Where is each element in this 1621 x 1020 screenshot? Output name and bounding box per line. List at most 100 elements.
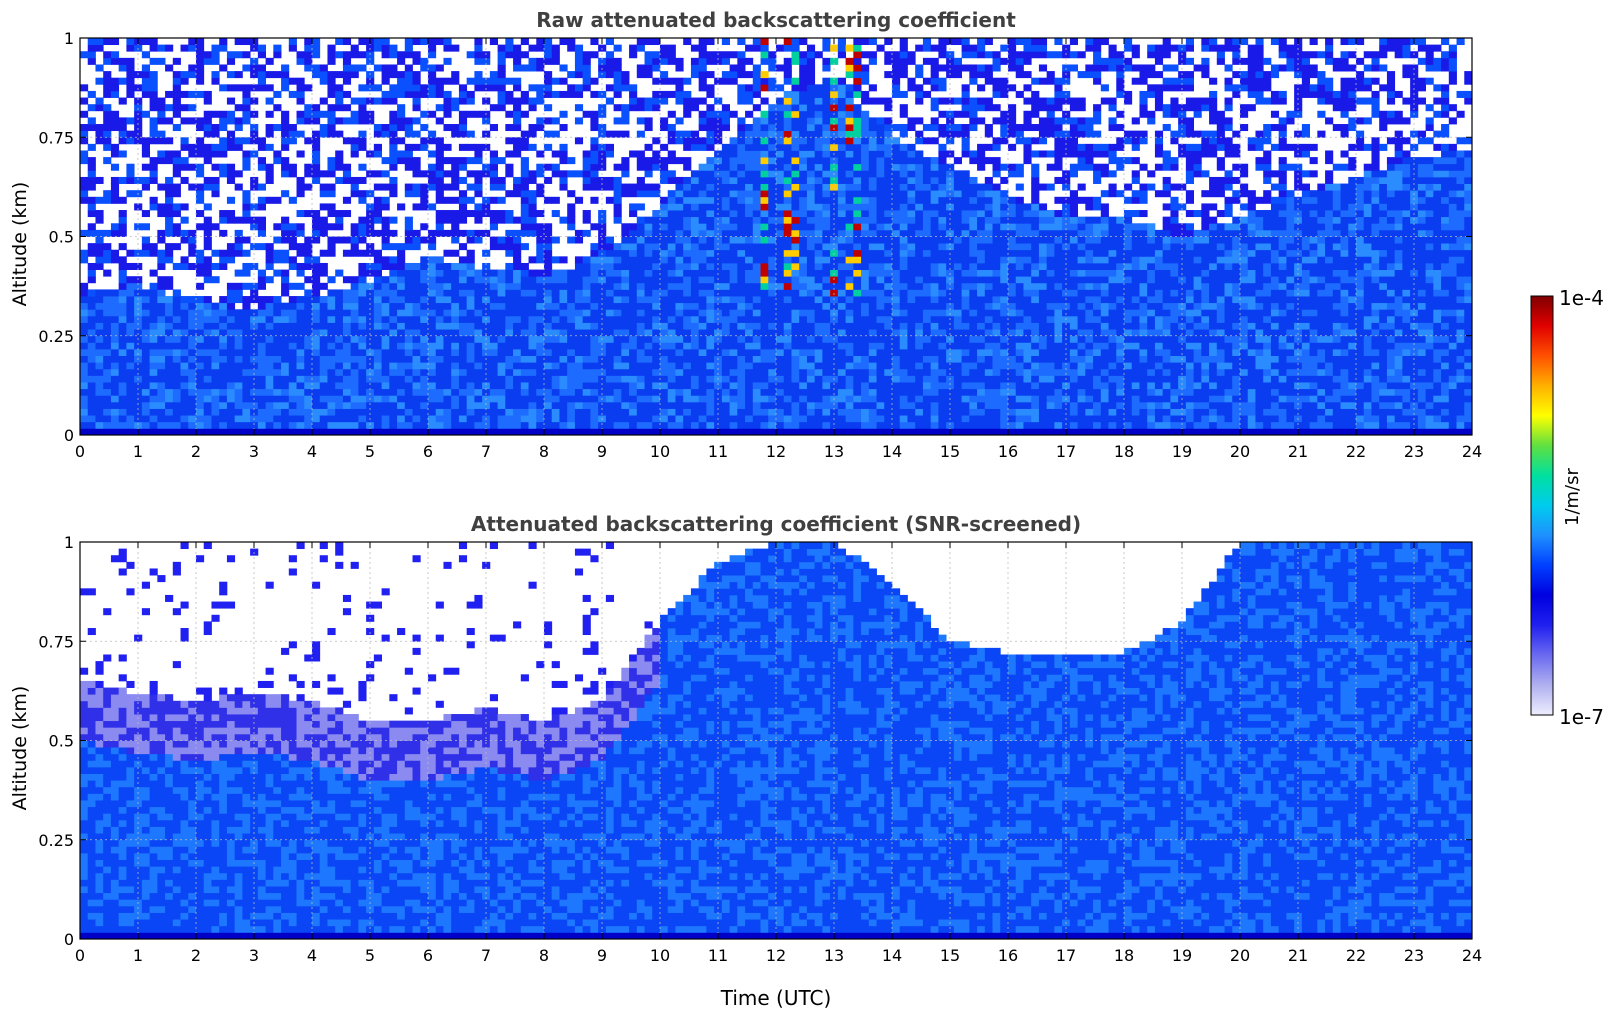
heatmap-cell: [791, 296, 800, 304]
heatmap-cell: [598, 223, 607, 231]
heatmap-cell: [683, 249, 692, 257]
heatmap-cell: [273, 124, 282, 132]
heatmap-cell: [513, 342, 522, 350]
heatmap-cell: [520, 322, 529, 330]
heatmap-cell: [737, 368, 746, 376]
heatmap-cell: [636, 64, 645, 72]
heatmap-cell: [350, 190, 359, 198]
heatmap-cell: [629, 203, 638, 211]
heatmap-cell: [265, 368, 274, 376]
heatmap-cell: [358, 362, 367, 370]
heatmap-cell: [149, 388, 158, 396]
heatmap-cell: [706, 90, 715, 98]
heatmap-cell: [226, 110, 236, 118]
heatmap-cell: [458, 315, 468, 323]
heatmap-cell: [745, 196, 754, 204]
heatmap-cell: [721, 57, 730, 65]
heatmap-cell: [729, 315, 738, 323]
heatmap-cell: [706, 170, 715, 178]
heatmap-cell: [87, 229, 96, 237]
heatmap-cell: [574, 428, 584, 436]
heatmap-cell: [644, 64, 653, 72]
heatmap-cell: [458, 130, 468, 138]
heatmap-cell: [203, 183, 212, 191]
heatmap-cell: [250, 382, 259, 390]
heatmap-cell: [404, 415, 413, 423]
heatmap-cell: [420, 408, 429, 416]
heatmap-cell: [474, 44, 483, 52]
heatmap-cell: [435, 355, 444, 363]
heatmap-cell: [652, 210, 661, 218]
heatmap-cell: [582, 362, 591, 370]
heatmap-cell: [443, 38, 452, 46]
heatmap-cell: [513, 348, 522, 356]
heatmap-cell: [582, 348, 591, 356]
heatmap-cell: [768, 329, 777, 337]
heatmap-cell: [768, 415, 777, 423]
heatmap-cell: [752, 322, 761, 330]
heatmap-cell: [536, 269, 545, 277]
heatmap-cell: [110, 223, 120, 231]
heatmap-cell: [683, 342, 692, 350]
heatmap-cell: [567, 170, 576, 178]
heatmap-cell: [853, 157, 862, 165]
heatmap-cell: [737, 203, 746, 211]
heatmap-cell: [188, 382, 197, 390]
heatmap-cell: [574, 375, 584, 383]
heatmap-cell: [358, 236, 367, 244]
heatmap-cell: [613, 77, 622, 85]
heatmap-cell: [103, 388, 112, 396]
heatmap-cell: [675, 415, 684, 423]
heatmap-cell: [458, 256, 468, 264]
heatmap-cell: [721, 375, 730, 383]
heatmap-cell: [667, 428, 676, 436]
heatmap-cell: [721, 216, 730, 224]
heatmap-cell: [103, 51, 112, 59]
heatmap-cell: [652, 236, 661, 244]
heatmap-cell: [706, 124, 715, 132]
heatmap-cell: [783, 382, 792, 390]
heatmap-cell: [806, 176, 816, 184]
heatmap-cell: [234, 289, 243, 297]
heatmap-cell: [373, 256, 382, 264]
heatmap-cell: [853, 104, 862, 112]
heatmap-cell: [296, 368, 305, 376]
heatmap-cell: [837, 309, 846, 317]
heatmap-cell: [165, 256, 174, 264]
heatmap-cell: [257, 64, 266, 72]
heatmap-cell: [567, 329, 576, 337]
heatmap-cell: [420, 348, 429, 356]
heatmap-cell: [335, 210, 344, 218]
heatmap-cell: [188, 362, 197, 370]
heatmap-cell: [776, 395, 785, 403]
heatmap-cell: [203, 276, 212, 284]
heatmap-cell: [791, 97, 800, 105]
heatmap-cell: [814, 170, 823, 178]
heatmap-cell: [598, 143, 607, 151]
heatmap-cell: [149, 249, 158, 257]
heatmap-cell: [489, 415, 498, 423]
heatmap-cell: [149, 38, 158, 46]
heatmap-cell: [304, 329, 313, 337]
heatmap-cell: [443, 408, 452, 416]
heatmap-cell: [644, 256, 653, 264]
heatmap-cell: [443, 124, 452, 132]
heatmap-cell: [745, 362, 754, 370]
heatmap-cell: [474, 38, 483, 46]
heatmap-cell: [868, 38, 877, 46]
heatmap-cell: [87, 428, 96, 436]
heatmap-cell: [613, 249, 622, 257]
heatmap-cell: [443, 296, 452, 304]
heatmap-cell: [458, 362, 468, 370]
heatmap-cell: [806, 203, 816, 211]
heatmap-cell: [420, 355, 429, 363]
heatmap-cell: [157, 342, 166, 350]
heatmap-cell: [250, 362, 259, 370]
heatmap-cell: [474, 216, 483, 224]
heatmap-cell: [404, 395, 413, 403]
heatmap-cell: [814, 395, 823, 403]
heatmap-cell: [188, 38, 197, 46]
heatmap-cell: [428, 388, 437, 396]
heatmap-cell: [134, 176, 143, 184]
heatmap-cell: [721, 229, 730, 237]
